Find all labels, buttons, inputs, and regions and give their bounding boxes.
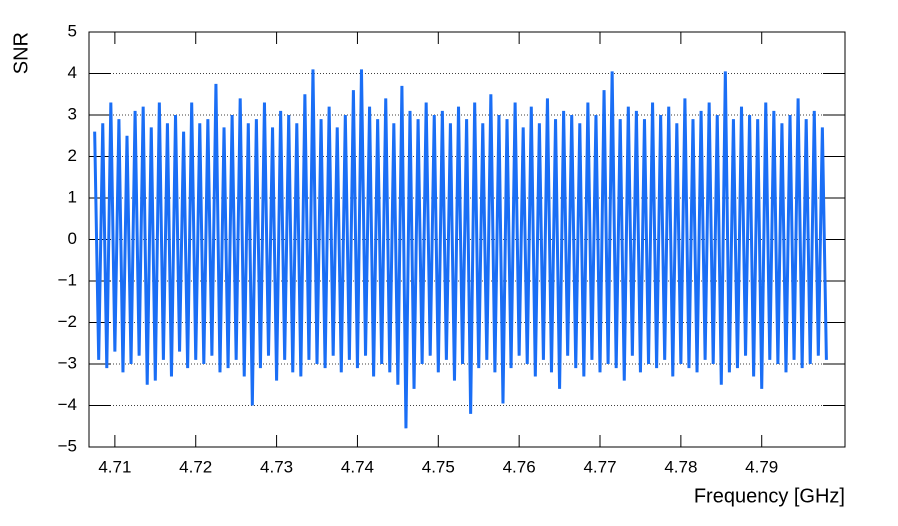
y-tick-label: 4 — [68, 63, 77, 82]
y-tick-label: −3 — [58, 353, 77, 372]
y-tick-label: −1 — [58, 270, 77, 289]
x-tick-label: 4.72 — [179, 457, 212, 476]
x-tick-label: 4.78 — [664, 457, 697, 476]
x-axis-title: Frequency [GHz] — [694, 485, 845, 507]
x-tick-label: 4.71 — [98, 457, 131, 476]
plot-frame — [88, 31, 846, 448]
x-tick-label: 4.73 — [260, 457, 293, 476]
y-tick-label: 1 — [68, 187, 77, 206]
data-line — [93, 69, 828, 429]
y-tick-label: 5 — [68, 21, 77, 40]
x-tick-label: 4.74 — [341, 457, 374, 476]
y-tick-label: −5 — [58, 436, 77, 455]
x-tick-label: 4.77 — [583, 457, 616, 476]
x-tick-label: 4.75 — [422, 457, 455, 476]
y-tick-label: 0 — [68, 229, 77, 248]
y-tick-label: 3 — [68, 104, 77, 123]
y-tick-label: −4 — [58, 395, 77, 414]
y-tick-label: −2 — [58, 312, 77, 331]
y-tick-label: 2 — [68, 146, 77, 165]
y-axis-title: SNR — [10, 32, 32, 74]
x-tick-label: 4.76 — [503, 457, 536, 476]
x-tick-label: 4.79 — [745, 457, 778, 476]
